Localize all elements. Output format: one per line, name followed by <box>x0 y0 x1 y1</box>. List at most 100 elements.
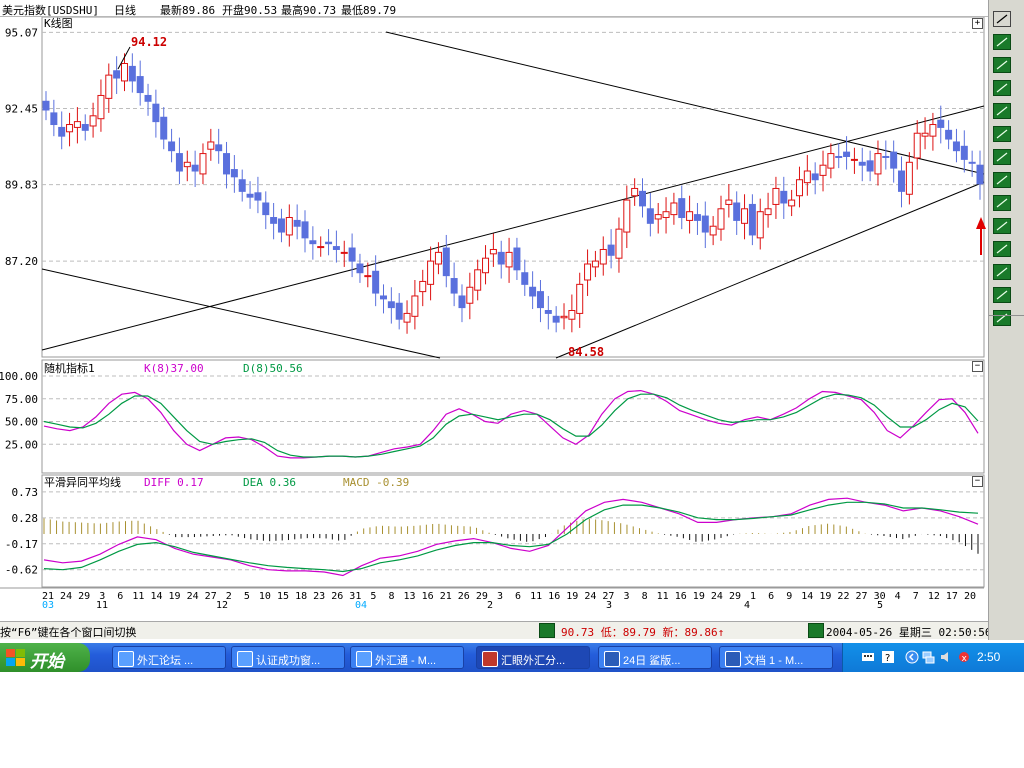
parallel-line-tool[interactable] <box>993 126 1011 142</box>
candlestick <box>325 241 333 245</box>
chart-area[interactable]: 95.07 92.45 89.83 87.20 K线图 94.12 84.58 100.00 7… <box>0 17 988 621</box>
task-label: 外汇论坛 ... <box>137 655 194 667</box>
alert-icon[interactable] <box>808 623 824 638</box>
rectangle-tool[interactable] <box>993 287 1011 303</box>
candlestick <box>607 244 615 256</box>
x-day-tick-label: 19 <box>819 591 831 602</box>
candlestick <box>748 203 756 236</box>
macd-panel-collapse-button[interactable]: − <box>972 476 983 487</box>
windows-logo-icon <box>6 649 25 666</box>
cycle-tool[interactable] <box>993 241 1011 257</box>
x-day-tick-label: 14 <box>150 591 162 602</box>
system-tray: ? x 2:50 <box>842 643 1024 672</box>
text-tool[interactable] <box>993 34 1011 50</box>
taskbar-task-1[interactable]: 外汇论坛 ... <box>112 646 226 669</box>
channel-tool[interactable] <box>993 172 1011 188</box>
x-day-tick-label: 8 <box>642 591 648 602</box>
grid-tool[interactable] <box>993 218 1011 234</box>
taskbar-task-5[interactable]: 24日 鲨版... <box>598 646 712 669</box>
candlestick <box>450 278 458 294</box>
start-button[interactable]: 开始 <box>0 643 90 672</box>
word-icon <box>725 651 741 667</box>
x-day-tick-label: 5 <box>370 591 376 602</box>
ray-tool[interactable] <box>993 80 1011 96</box>
taskbar-clock[interactable]: 2:50 <box>977 650 1001 664</box>
word-icon <box>604 651 620 667</box>
x-month-tick-label: 11 <box>96 600 108 611</box>
x-day-tick-label: 21 <box>42 591 54 602</box>
candlestick <box>262 202 270 216</box>
candlestick <box>882 155 890 158</box>
delete-tool[interactable] <box>993 310 1011 326</box>
candlestick <box>937 119 945 128</box>
candlestick <box>780 190 788 204</box>
x-day-tick-label: 18 <box>295 591 307 602</box>
keyboard-icon[interactable] <box>861 650 875 664</box>
select-cursor-tool[interactable] <box>993 11 1011 27</box>
trend-line <box>41 268 441 359</box>
x-day-tick-label: 24 <box>187 591 199 602</box>
candlestick <box>160 116 168 140</box>
candlestick <box>58 126 66 137</box>
candlestick <box>191 164 199 172</box>
candlestick <box>403 312 411 323</box>
candlestick <box>827 153 835 169</box>
candlestick <box>482 257 490 274</box>
k-value-label: K(8)37.00 <box>144 362 204 375</box>
period-line-tool[interactable] <box>993 195 1011 211</box>
y-tick-label: -0.17 <box>5 538 38 551</box>
candlestick <box>678 198 686 219</box>
y-tick-label: -0.62 <box>5 564 38 577</box>
x-day-tick-label: 14 <box>801 591 813 602</box>
kdj-panel-collapse-button[interactable]: − <box>972 361 983 372</box>
horizontal-line-tool[interactable] <box>993 103 1011 119</box>
taskbar-task-3[interactable]: 外汇通 - M... <box>350 646 464 669</box>
low-price: 最低89.79 <box>341 4 397 17</box>
dea-value-label: DEA 0.36 <box>243 476 296 489</box>
volume-icon[interactable] <box>939 650 953 664</box>
x-day-tick-label: 12 <box>928 591 940 602</box>
price-chart-svg[interactable]: 95.07 92.45 89.83 87.20 K线图 94.12 84.58 100.00 7… <box>0 17 988 621</box>
candlestick <box>254 192 262 201</box>
status-quote: 90.73 低：89.79 新：89.86↑ <box>561 626 725 639</box>
fibonacci-tool[interactable] <box>993 149 1011 165</box>
x-day-tick-label: 26 <box>458 591 470 602</box>
x-day-tick-label: 3 <box>497 591 503 602</box>
panel-maximize-button[interactable]: + <box>972 18 983 29</box>
security-alert-icon[interactable]: x <box>957 650 971 664</box>
y-tick-label: 87.20 <box>5 255 38 268</box>
symbol-label: 美元指数[USDSHU] <box>2 4 99 17</box>
latest-price: 最新89.86 <box>160 4 216 17</box>
x-day-tick-label: 24 <box>584 591 596 602</box>
x-day-tick-label: 19 <box>169 591 181 602</box>
candlestick <box>874 153 882 175</box>
network-icon[interactable] <box>921 650 935 664</box>
period-label[interactable]: 日线 <box>114 4 136 17</box>
candlestick <box>128 65 136 82</box>
x-day-tick-label: 21 <box>440 591 452 602</box>
candlestick <box>811 173 819 181</box>
candlestick <box>952 141 960 152</box>
candlestick <box>340 251 348 254</box>
candlestick <box>223 153 231 175</box>
candlestick <box>709 225 717 236</box>
candlestick <box>505 251 513 268</box>
x-day-tick-label: 19 <box>566 591 578 602</box>
x-day-tick-label: 27 <box>856 591 868 602</box>
candlestick <box>152 103 160 123</box>
chart-app-icon <box>482 651 498 667</box>
panel-frame <box>41 474 985 588</box>
tray-collapse-icon[interactable] <box>905 650 919 664</box>
candlestick <box>89 115 97 127</box>
taskbar-task-4[interactable]: 汇眼外汇分... <box>476 646 590 669</box>
line-tool[interactable] <box>993 57 1011 73</box>
candlestick <box>858 161 866 166</box>
box-tool[interactable] <box>993 264 1011 280</box>
taskbar-task-2[interactable]: 认证成功窗... <box>231 646 345 669</box>
x-day-tick-label: 23 <box>313 591 325 602</box>
candlestick <box>411 295 419 317</box>
candlestick <box>521 272 529 285</box>
quote-panel-icon[interactable] <box>539 623 555 638</box>
help-icon[interactable]: ? <box>881 650 895 664</box>
taskbar-task-6[interactable]: 文档 1 - M... <box>719 646 833 669</box>
